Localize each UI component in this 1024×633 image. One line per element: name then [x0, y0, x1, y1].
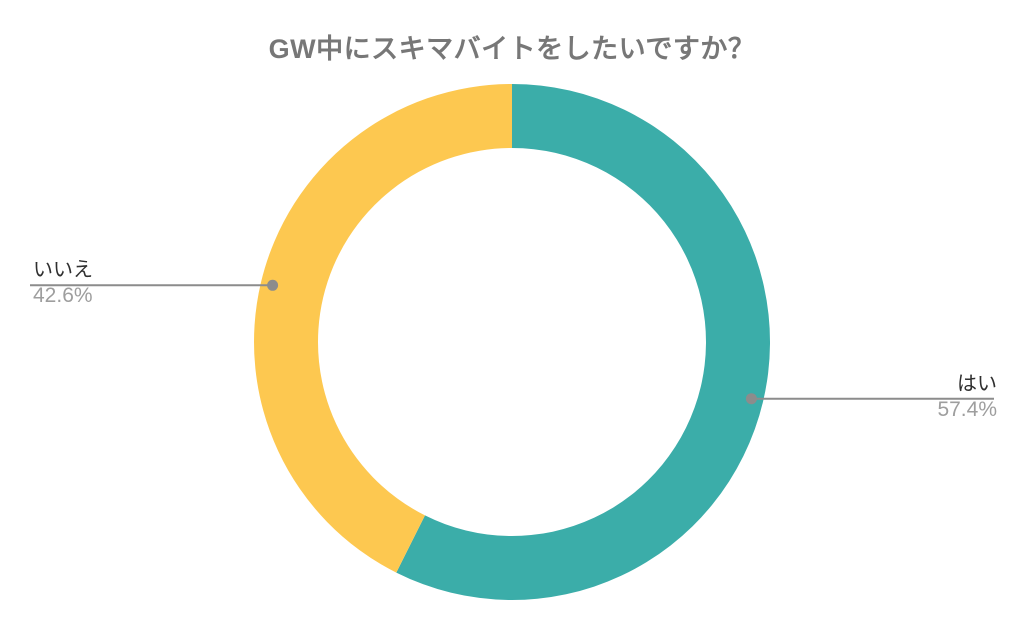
slice-percent: 57.4%: [937, 397, 997, 421]
slice-label: いいえ: [33, 259, 93, 282]
donut-slice-1: [254, 84, 512, 573]
slice-callout-yes: はい 57.4%: [937, 371, 997, 423]
leader-dot-0: [745, 393, 757, 405]
slice-callout-no: いいえ 42.6%: [33, 257, 93, 309]
slice-label: はい: [957, 372, 997, 395]
slice-percent: 42.6%: [33, 284, 93, 308]
leader-dot-1: [267, 279, 279, 291]
chart-title: GW中にスキマバイトをしたいですか？: [268, 34, 756, 64]
donut-slice-0: [396, 84, 771, 600]
